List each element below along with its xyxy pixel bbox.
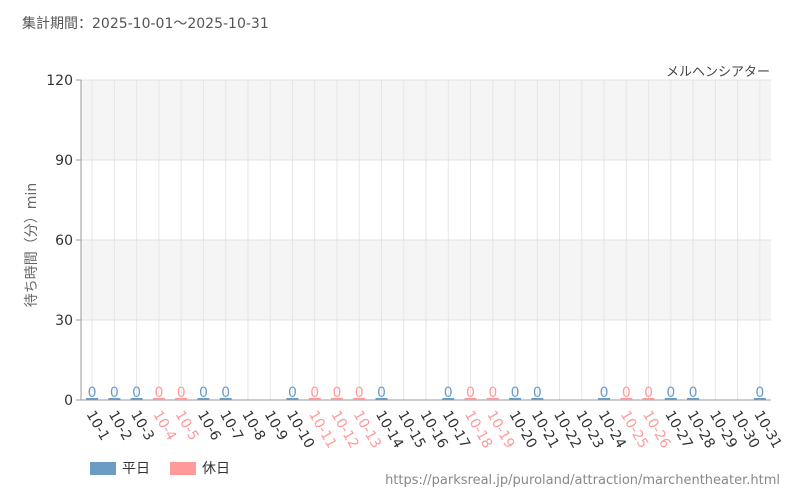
- bar-value-label: 0: [666, 385, 675, 401]
- y-tick-label: 30: [55, 313, 73, 329]
- bar: [175, 398, 188, 400]
- bar: [620, 398, 633, 400]
- y-axis-title: 待ち時間（分）min: [24, 183, 40, 307]
- bar: [753, 398, 766, 400]
- legend-swatch-weekday: [90, 461, 116, 475]
- bar-value-label: 0: [755, 385, 764, 401]
- bar-value-label: 0: [689, 385, 698, 401]
- legend-item-weekday[interactable]: 平日: [90, 458, 150, 478]
- bar-value-label: 0: [333, 385, 342, 401]
- bar-value-label: 0: [310, 385, 319, 401]
- bar: [219, 398, 232, 400]
- y-tick-label: 0: [64, 393, 73, 409]
- bar-value-label: 0: [644, 385, 653, 401]
- chart-title: メルヘンシアター: [665, 65, 770, 80]
- bar: [687, 398, 700, 400]
- bar: [375, 398, 388, 400]
- bar: [353, 398, 366, 400]
- bar-value-label: 0: [110, 385, 119, 401]
- bar: [152, 398, 165, 400]
- bar: [664, 398, 677, 400]
- bar: [86, 398, 99, 400]
- bar-value-label: 0: [511, 385, 520, 401]
- period-label: 集計期間：2025-10-01～2025-10-31: [22, 16, 269, 32]
- bar-value-label: 0: [488, 385, 497, 401]
- bar: [130, 398, 143, 400]
- bar-value-label: 0: [466, 385, 475, 401]
- bar-value-label: 0: [88, 385, 97, 401]
- bar: [308, 398, 321, 400]
- bar-value-label: 0: [154, 385, 163, 401]
- bar: [598, 398, 611, 400]
- bar: [464, 398, 477, 400]
- bar: [286, 398, 299, 400]
- y-tick-label: 90: [55, 153, 73, 169]
- bar: [108, 398, 121, 400]
- bar: [509, 398, 522, 400]
- bar-value-label: 0: [221, 385, 230, 401]
- bar-value-label: 0: [177, 385, 186, 401]
- legend-swatch-holiday: [170, 461, 196, 475]
- bar-value-label: 0: [377, 385, 386, 401]
- bar-value-label: 0: [288, 385, 297, 401]
- legend-label-weekday: 平日: [122, 461, 150, 477]
- bar: [531, 398, 544, 400]
- source-url[interactable]: https://parksreal.jp/puroland/attraction…: [385, 473, 780, 488]
- bar-value-label: 0: [600, 385, 609, 401]
- y-tick-label: 120: [46, 73, 73, 89]
- y-tick-label: 60: [55, 233, 73, 249]
- bar-value-label: 0: [622, 385, 631, 401]
- bar: [486, 398, 499, 400]
- bar-value-label: 0: [199, 385, 208, 401]
- bar-value-label: 0: [132, 385, 141, 401]
- bar: [197, 398, 210, 400]
- bar-value-label: 0: [533, 385, 542, 401]
- bar: [642, 398, 655, 400]
- bar: [330, 398, 343, 400]
- bar-value-label: 0: [355, 385, 364, 401]
- bar: [442, 398, 455, 400]
- bar-value-label: 0: [444, 385, 453, 401]
- legend-label-holiday: 休日: [202, 461, 230, 477]
- legend-item-holiday[interactable]: 休日: [170, 458, 230, 478]
- legend: 平日 休日: [90, 458, 230, 478]
